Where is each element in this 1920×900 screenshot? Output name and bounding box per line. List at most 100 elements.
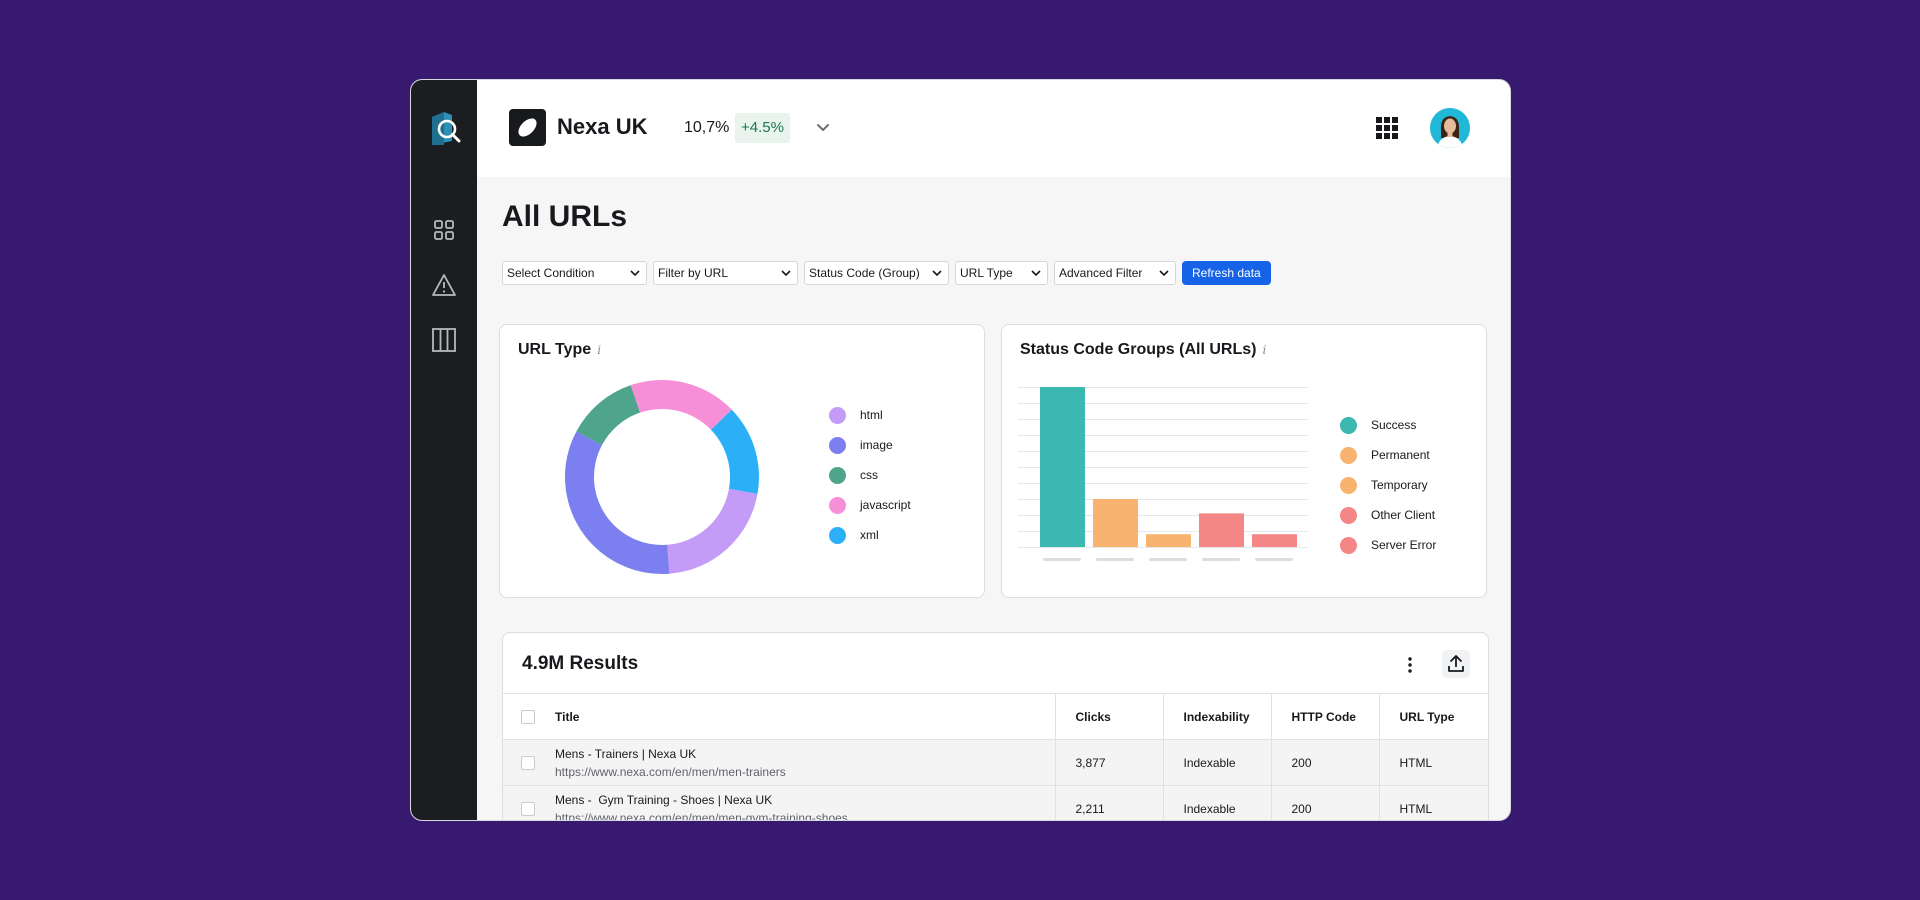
select-all-checkbox[interactable] <box>521 709 535 724</box>
legend-item[interactable]: Success <box>1340 416 1416 434</box>
x-tick-placeholder <box>1096 558 1134 561</box>
donut-slice-javascript[interactable] <box>630 380 732 430</box>
legend-item[interactable]: css <box>829 466 878 484</box>
legend-dot <box>829 526 846 544</box>
row-checkbox[interactable] <box>521 755 535 770</box>
legend-dot <box>829 436 846 454</box>
x-tick-placeholder <box>1149 558 1187 561</box>
metric-delta-badge: +4.5% <box>735 113 790 143</box>
legend-dot <box>1340 476 1357 494</box>
title-cell: Mens - Trainers | Nexa UK https://www.ne… <box>555 739 1055 786</box>
info-icon[interactable]: i <box>1262 343 1267 357</box>
http-code-cell: 200 <box>1270 785 1379 820</box>
card-title: URL Type i <box>518 341 601 359</box>
sidebar <box>411 80 477 820</box>
chevron-down-icon[interactable] <box>815 121 831 135</box>
legend-item[interactable]: html <box>829 406 883 424</box>
legend-dot <box>1340 416 1357 434</box>
legend-item[interactable]: Permanent <box>1340 446 1430 464</box>
filter-label: Status Code (Group) <box>809 266 920 280</box>
card-title: Status Code Groups (All URLs) i <box>1020 341 1266 359</box>
url-type-dropdown[interactable]: URL Type <box>955 261 1048 285</box>
info-icon[interactable]: i <box>597 343 602 357</box>
table-row[interactable]: Mens - Gym Training - Shoes | Nexa UK ht… <box>503 785 1488 821</box>
legend-label: Success <box>1371 418 1417 432</box>
status-code-group-dropdown[interactable]: Status Code (Group) <box>804 261 949 285</box>
row-select-cell <box>503 739 555 786</box>
column-http-code[interactable]: HTTP Code <box>1270 693 1379 740</box>
legend-dot <box>829 466 846 484</box>
legend-label: Permanent <box>1371 448 1430 462</box>
donut-slice-xml[interactable] <box>710 409 759 494</box>
legend-dot <box>829 406 846 424</box>
url-type-cell: HTML <box>1378 739 1488 786</box>
x-tick-placeholder <box>1043 558 1081 561</box>
legend-label: Server Error <box>1371 538 1437 552</box>
bar-server-error[interactable] <box>1252 534 1297 547</box>
legend-dot <box>829 496 846 514</box>
brand-logo-icon <box>509 109 546 146</box>
top-header: Nexa UK 10,7% +4.5% <box>477 80 1510 177</box>
donut-slice-html[interactable] <box>667 488 758 574</box>
row-title[interactable]: Mens - Gym Training - Shoes | Nexa UK <box>555 792 773 807</box>
bar-temporary[interactable] <box>1146 534 1191 547</box>
legend-item[interactable]: Server Error <box>1340 536 1436 554</box>
results-count: 4.9M Results <box>522 653 639 674</box>
legend-item[interactable]: image <box>829 436 893 454</box>
bar-success[interactable] <box>1040 387 1085 547</box>
status-code-bar-chart <box>1018 387 1308 561</box>
bar-other-client[interactable] <box>1199 513 1244 547</box>
more-options-icon[interactable] <box>1403 655 1417 675</box>
column-url-type[interactable]: URL Type <box>1378 693 1488 740</box>
app-window: Nexa UK 10,7% +4.5% All URLs Select Cond… <box>410 79 1511 821</box>
dashboard-grid-icon[interactable] <box>431 217 457 243</box>
clicks-cell: 3,877 <box>1054 739 1163 786</box>
url-type-cell: HTML <box>1378 785 1488 820</box>
legend-dot <box>1340 536 1357 554</box>
filter-label: Filter by URL <box>658 266 729 280</box>
legend-label: css <box>860 468 878 482</box>
filter-by-url-dropdown[interactable]: Filter by URL <box>653 261 798 285</box>
table-header-row: Title Clicks Indexability HTTP Code URL … <box>503 693 1488 740</box>
clicks-cell: 2,211 <box>1054 785 1163 820</box>
column-clicks[interactable]: Clicks <box>1054 693 1163 740</box>
url-type-donut-chart <box>565 380 759 574</box>
legend-item[interactable]: Temporary <box>1340 476 1428 494</box>
bar-permanent[interactable] <box>1093 499 1138 547</box>
row-url[interactable]: https://www.nexa.com/en/men/men-trainers <box>555 764 786 779</box>
legend-label: Other Client <box>1371 508 1436 522</box>
upload-icon <box>1448 655 1464 672</box>
columns-icon[interactable] <box>431 327 457 353</box>
status-code-card: Status Code Groups (All URLs) i Success Pe… <box>1001 324 1487 598</box>
status-code-title: Status Code Groups (All URLs) <box>1020 341 1257 358</box>
visibility-metric: 10,7% <box>684 119 730 136</box>
row-select-cell <box>503 785 555 820</box>
column-indexability[interactable]: Indexability <box>1162 693 1271 740</box>
x-tick-placeholder <box>1255 558 1293 561</box>
indexability-cell: Indexable <box>1162 785 1271 820</box>
chevron-down-icon <box>781 270 791 277</box>
legend-item[interactable]: javascript <box>829 496 911 514</box>
user-avatar[interactable] <box>1430 108 1470 148</box>
advanced-filter-dropdown[interactable]: Advanced Filter <box>1054 261 1176 285</box>
legend-item[interactable]: Other Client <box>1340 506 1435 524</box>
apps-grid-icon[interactable] <box>1376 117 1398 139</box>
donut-slice-css[interactable] <box>576 385 641 446</box>
table-row[interactable]: Mens - Trainers | Nexa UK https://www.ne… <box>503 739 1488 786</box>
row-url[interactable]: https://www.nexa.com/en/men/men-gym-trai… <box>555 810 848 821</box>
donut-slice-image[interactable] <box>565 431 670 574</box>
row-checkbox[interactable] <box>521 801 535 816</box>
app-logo-icon[interactable] <box>430 111 461 146</box>
filter-label: Advanced Filter <box>1059 266 1143 280</box>
warning-icon[interactable] <box>431 272 457 298</box>
legend-dot <box>1340 506 1357 524</box>
results-table-card: 4.9M Results Title Clicks Indexability H… <box>502 632 1489 821</box>
refresh-data-button[interactable]: Refresh data <box>1182 261 1271 285</box>
column-title[interactable]: Title <box>555 693 1055 740</box>
title-cell: Mens - Gym Training - Shoes | Nexa UK ht… <box>555 785 1055 821</box>
select-condition-dropdown[interactable]: Select Condition <box>502 261 647 285</box>
row-title[interactable]: Mens - Trainers | Nexa UK <box>555 746 697 761</box>
export-button[interactable] <box>1442 650 1470 678</box>
legend-item[interactable]: xml <box>829 526 879 544</box>
legend-label: Temporary <box>1371 478 1428 492</box>
